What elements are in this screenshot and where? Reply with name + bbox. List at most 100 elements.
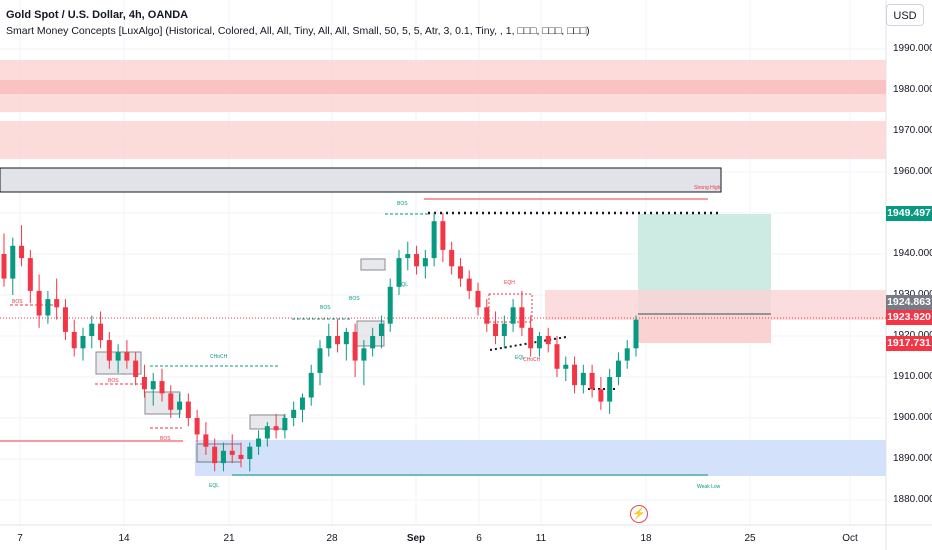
candle-body xyxy=(563,364,569,369)
time-axis-label: 14 xyxy=(118,533,130,544)
target-price-tag: 1949.497 xyxy=(886,206,932,221)
candle-body xyxy=(387,286,393,324)
bos-label-1: BOS xyxy=(12,299,23,305)
stop-price-value: 1917.731 xyxy=(887,337,931,349)
time-axis-label: 11 xyxy=(535,533,547,544)
time-axis-label: 6 xyxy=(476,533,482,544)
time-axis-label: 25 xyxy=(744,533,756,544)
current-price-tag: 1923.920 xyxy=(886,310,932,325)
candle-body xyxy=(598,389,604,402)
candle-body xyxy=(124,352,130,361)
candle-body xyxy=(115,352,121,361)
candle-body xyxy=(203,434,209,447)
supply-zone-upper-core xyxy=(0,80,886,94)
candle-body xyxy=(150,381,156,390)
supply-zone-mid xyxy=(0,121,886,159)
candle-body xyxy=(615,360,621,377)
candle-body xyxy=(414,254,420,267)
candle-body xyxy=(256,438,262,447)
candle-body xyxy=(185,401,191,418)
candle-body xyxy=(71,331,77,349)
price-axis-label: 1990.000 xyxy=(893,43,932,54)
candle-body xyxy=(370,336,376,349)
candle-body xyxy=(449,249,455,267)
candle-body xyxy=(422,258,428,267)
stop-price-tag: 1917.731 xyxy=(886,336,932,351)
price-axis-label: 1920.000 xyxy=(893,330,932,341)
candle-body xyxy=(159,381,165,394)
candle-body xyxy=(405,254,411,259)
candle-body xyxy=(291,409,297,418)
candle-body xyxy=(89,323,95,336)
time-axis-label: 21 xyxy=(223,533,235,544)
candle-body xyxy=(396,258,402,287)
candle-body xyxy=(343,331,349,345)
entry-price-value: 1924.863 xyxy=(887,296,931,308)
candle-body xyxy=(326,336,332,349)
candle-body xyxy=(212,446,218,464)
choch-label-1: CHoCH xyxy=(210,354,228,360)
strong-high-box xyxy=(0,167,722,193)
candle-body xyxy=(457,266,463,279)
candle-body xyxy=(378,323,384,336)
indicator-legend[interactable]: Smart Money Concepts [LuxAlgo] (Historic… xyxy=(6,25,590,37)
weak-low-label: Weak Low xyxy=(697,484,721,490)
candle-body xyxy=(466,278,472,291)
demand-zone xyxy=(195,440,886,476)
candle-body xyxy=(238,454,244,459)
price-axis-label: 1910.000 xyxy=(893,371,932,382)
supply-zone-recent xyxy=(545,290,886,320)
candle-body xyxy=(168,393,174,410)
bos-label-6: BOS xyxy=(397,201,408,207)
eqh-label: EQH xyxy=(504,280,515,286)
candle-body xyxy=(510,307,516,324)
entry-price-tag: 1924.863 xyxy=(886,295,932,310)
candle-body xyxy=(607,377,613,402)
candle-body xyxy=(475,290,481,308)
chart-title: Gold Spot / U.S. Dollar, 4h, OANDA xyxy=(6,9,189,21)
candle-body xyxy=(440,221,446,250)
candle-body xyxy=(624,348,630,361)
candle-body xyxy=(493,323,499,336)
bos-label-5: BOS xyxy=(349,296,360,302)
candle-body xyxy=(10,245,16,279)
lightning-icon[interactable]: ⚡ xyxy=(630,505,648,523)
price-axis-label: 1880.000 xyxy=(893,494,932,505)
eql-label-3: EQL xyxy=(515,355,526,361)
order-block-6 xyxy=(360,258,386,271)
candle-body xyxy=(299,397,305,410)
candle-body xyxy=(98,323,104,341)
eql-label-1: EQL xyxy=(398,282,409,288)
target-price-value: 1949.497 xyxy=(887,207,931,219)
candle-body xyxy=(335,336,341,345)
candle-body xyxy=(580,372,586,386)
bos-label-2: BOS xyxy=(108,378,119,384)
currency-button[interactable]: USD xyxy=(886,4,924,26)
candle-body xyxy=(141,377,147,390)
price-axis-label: 1940.000 xyxy=(893,248,932,259)
candle-body xyxy=(45,299,51,316)
candle-body xyxy=(361,348,367,361)
candle-body xyxy=(62,307,68,332)
bos-label-3: BOS xyxy=(160,436,171,442)
time-axis-label: Sep xyxy=(406,533,426,544)
candle-body xyxy=(501,323,507,336)
candle-body xyxy=(264,426,270,439)
candle-body xyxy=(317,348,323,373)
candle-body xyxy=(194,418,200,435)
price-axis-label: 1900.000 xyxy=(893,412,932,423)
candle-body xyxy=(545,336,551,345)
candle-body xyxy=(536,336,542,349)
price-axis-label: 1930.000 xyxy=(893,289,932,300)
choch-label-2: CHoCH xyxy=(523,357,541,363)
bos-label-4: BOS xyxy=(320,305,331,311)
candle-body xyxy=(528,327,534,349)
price-axis-label: 1970.000 xyxy=(893,125,932,136)
candles xyxy=(1,213,639,472)
zones xyxy=(0,60,886,476)
candle-body xyxy=(352,331,358,361)
candle-body xyxy=(554,344,560,369)
price-axis-label: 1890.000 xyxy=(893,453,932,464)
